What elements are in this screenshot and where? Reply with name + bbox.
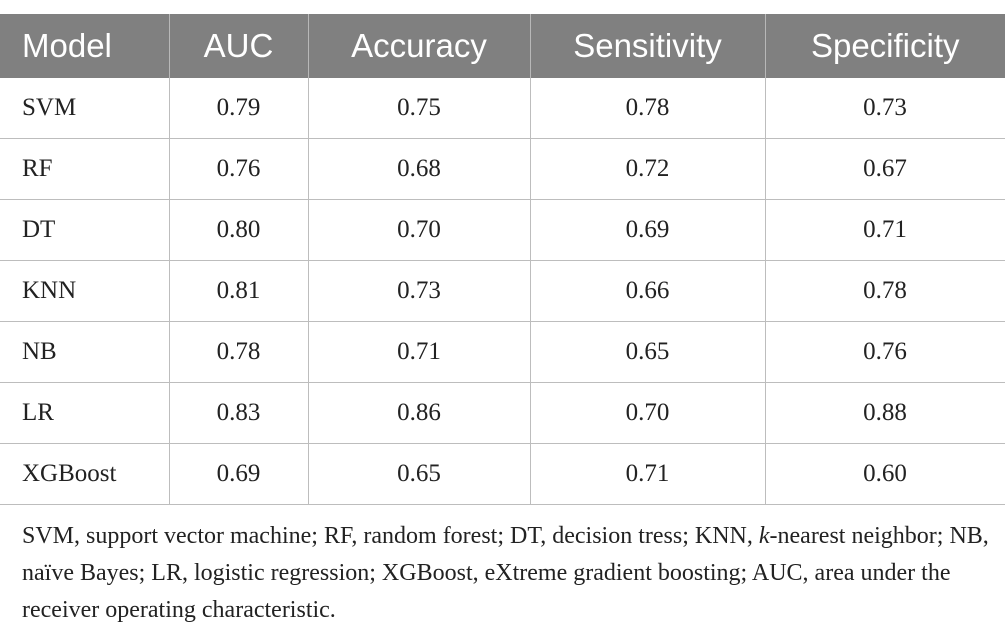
model-cell: XGBoost xyxy=(0,443,169,505)
model-cell: RF xyxy=(0,138,169,200)
table-row: RF 0.76 0.68 0.72 0.67 xyxy=(0,138,1005,200)
specificity-cell: 0.76 xyxy=(764,321,1005,383)
header-specificity: Specificity xyxy=(764,14,1005,78)
table-row: NB 0.78 0.71 0.65 0.76 xyxy=(0,321,1005,383)
model-cell: DT xyxy=(0,199,169,261)
auc-cell: 0.76 xyxy=(168,138,308,200)
sensitivity-cell: 0.69 xyxy=(529,199,765,261)
accuracy-cell: 0.65 xyxy=(307,443,530,505)
specificity-cell: 0.71 xyxy=(764,199,1005,261)
header-row: Model AUC Accuracy Sensitivity Specifici… xyxy=(0,14,1005,78)
specificity-cell: 0.73 xyxy=(764,78,1005,139)
table-row: SVM 0.79 0.75 0.78 0.73 xyxy=(0,78,1005,139)
auc-cell: 0.80 xyxy=(168,199,308,261)
model-cell: LR xyxy=(0,382,169,444)
accuracy-cell: 0.73 xyxy=(307,260,530,322)
model-cell: NB xyxy=(0,321,169,383)
header-auc: AUC xyxy=(168,14,308,78)
auc-cell: 0.79 xyxy=(168,78,308,139)
model-cell: SVM xyxy=(0,78,169,139)
accuracy-cell: 0.71 xyxy=(307,321,530,383)
sensitivity-cell: 0.70 xyxy=(529,382,765,444)
sensitivity-cell: 0.66 xyxy=(529,260,765,322)
header-model: Model xyxy=(0,14,169,78)
table-row: XGBoost 0.69 0.65 0.71 0.60 xyxy=(0,443,1005,505)
sensitivity-cell: 0.72 xyxy=(529,138,765,200)
footnote-text-start: SVM, support vector machine; RF, random … xyxy=(22,523,759,549)
specificity-cell: 0.60 xyxy=(764,443,1005,505)
results-table: Model AUC Accuracy Sensitivity Specifici… xyxy=(0,14,1005,505)
table-header: Model AUC Accuracy Sensitivity Specifici… xyxy=(0,14,1005,78)
sensitivity-cell: 0.65 xyxy=(529,321,765,383)
model-cell: KNN xyxy=(0,260,169,322)
header-accuracy: Accuracy xyxy=(307,14,530,78)
table-footnote: SVM, support vector machine; RF, random … xyxy=(22,518,992,629)
specificity-cell: 0.67 xyxy=(764,138,1005,200)
table-row: KNN 0.81 0.73 0.66 0.78 xyxy=(0,260,1005,322)
accuracy-cell: 0.68 xyxy=(307,138,530,200)
footnote-text-end: -nearest neighbor; NB, naïve Bayes; LR, … xyxy=(22,523,989,623)
table-row: LR 0.83 0.86 0.70 0.88 xyxy=(0,382,1005,444)
accuracy-cell: 0.86 xyxy=(307,382,530,444)
accuracy-cell: 0.70 xyxy=(307,199,530,261)
footnote-italic-k: k xyxy=(758,523,770,549)
table-row: DT 0.80 0.70 0.69 0.71 xyxy=(0,199,1005,261)
specificity-cell: 0.78 xyxy=(764,260,1005,322)
auc-cell: 0.78 xyxy=(168,321,308,383)
auc-cell: 0.81 xyxy=(168,260,308,322)
auc-cell: 0.83 xyxy=(168,382,308,444)
sensitivity-cell: 0.78 xyxy=(529,78,765,139)
auc-cell: 0.69 xyxy=(168,443,308,505)
table-body: SVM 0.79 0.75 0.78 0.73 RF 0.76 0.68 0.7… xyxy=(0,78,1005,505)
header-sensitivity: Sensitivity xyxy=(529,14,765,78)
accuracy-cell: 0.75 xyxy=(307,78,530,139)
sensitivity-cell: 0.71 xyxy=(529,443,765,505)
specificity-cell: 0.88 xyxy=(764,382,1005,444)
